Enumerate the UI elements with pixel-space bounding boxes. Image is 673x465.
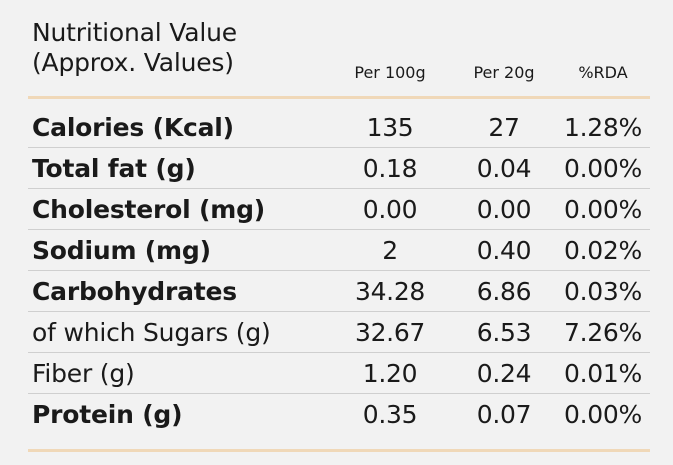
row-label: of which Sugars (g) [32, 318, 271, 347]
row-separator [28, 311, 650, 312]
table-header: Nutritional Value (Approx. Values) Per 1… [0, 0, 673, 96]
row-value-per-100g: 0.00 [362, 195, 418, 224]
table-row: Calories (Kcal) 135 27 1.28% [28, 107, 650, 148]
table-row: Sodium (mg) 2 0.40 0.02% [28, 230, 650, 271]
row-value-per-100g: 0.18 [362, 154, 418, 183]
table-row: Carbohydrates 34.28 6.86 0.03% [28, 271, 650, 312]
row-value-per-100g: 0.35 [362, 400, 418, 429]
header-divider [28, 96, 650, 99]
column-header-per-100g: Per 100g [354, 63, 426, 82]
row-value-per-20g: 0.07 [476, 400, 532, 429]
row-value-rda: 1.28% [564, 113, 642, 142]
row-separator [28, 393, 650, 394]
row-label: Fiber (g) [32, 359, 135, 388]
row-value-per-100g: 135 [366, 113, 414, 142]
footer-divider [28, 449, 650, 452]
column-header-rda: %RDA [578, 63, 628, 82]
row-label: Sodium (mg) [32, 236, 211, 265]
row-value-rda: 0.03% [564, 277, 642, 306]
row-value-per-20g: 6.53 [476, 318, 532, 347]
row-label: Total fat (g) [32, 154, 196, 183]
row-value-per-20g: 0.00 [476, 195, 532, 224]
row-value-rda: 0.01% [564, 359, 642, 388]
row-value-per-20g: 0.40 [476, 236, 532, 265]
title-line-2: (Approx. Values) [32, 48, 234, 77]
row-value-per-100g: 34.28 [354, 277, 426, 306]
row-label: Cholesterol (mg) [32, 195, 266, 224]
row-label: Carbohydrates [32, 277, 237, 306]
table-row: of which Sugars (g) 32.67 6.53 7.26% [28, 312, 650, 353]
table-title: Nutritional Value (Approx. Values) [32, 18, 237, 78]
table-row: Total fat (g) 0.18 0.04 0.00% [28, 148, 650, 189]
row-value-rda: 0.00% [564, 400, 642, 429]
row-value-rda: 0.02% [564, 236, 642, 265]
row-value-per-100g: 32.67 [354, 318, 426, 347]
row-separator [28, 188, 650, 189]
row-value-per-20g: 0.04 [476, 154, 532, 183]
row-value-per-100g: 2 [382, 236, 398, 265]
row-separator [28, 229, 650, 230]
row-separator [28, 147, 650, 148]
row-separator [28, 352, 650, 353]
row-label: Protein (g) [32, 400, 183, 429]
row-value-per-100g: 1.20 [362, 359, 418, 388]
table-row: Protein (g) 0.35 0.07 0.00% [28, 394, 650, 435]
row-value-rda: 0.00% [564, 154, 642, 183]
row-value-per-20g: 6.86 [476, 277, 532, 306]
table-row: Fiber (g) 1.20 0.24 0.01% [28, 353, 650, 394]
row-value-per-20g: 27 [488, 113, 520, 142]
table-row: Cholesterol (mg) 0.00 0.00 0.00% [28, 189, 650, 230]
column-header-per-20g: Per 20g [473, 63, 535, 82]
title-line-1: Nutritional Value [32, 18, 237, 47]
row-separator [28, 270, 650, 271]
row-label: Calories (Kcal) [32, 113, 234, 142]
row-value-rda: 7.26% [564, 318, 642, 347]
row-value-rda: 0.00% [564, 195, 642, 224]
row-value-per-20g: 0.24 [476, 359, 532, 388]
